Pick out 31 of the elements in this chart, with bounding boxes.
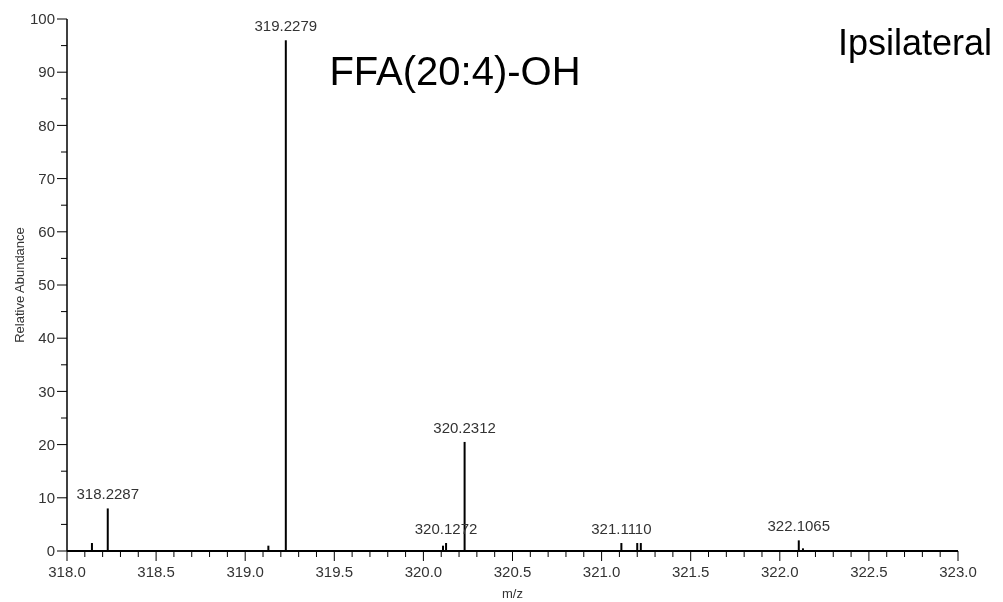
x-tick-label: 319.5 [315, 563, 354, 580]
y-tick-label: 100 [29, 10, 55, 28]
annotation: 322.1065 [767, 517, 831, 535]
y-tick-label: 90 [38, 63, 55, 81]
y-tick-label: 0 [46, 542, 55, 560]
annotation: 321.1110 [591, 520, 652, 538]
x-tick-label: 321.0 [582, 563, 621, 580]
annotation: 318.2287 [76, 485, 140, 503]
annotation: Ipsilateral [837, 22, 993, 63]
x-axis-title: m/z [502, 586, 523, 601]
x-tick-label: 319.0 [226, 563, 264, 580]
x-tick-label: 322.5 [850, 563, 888, 580]
y-tick-label: 70 [38, 169, 55, 187]
annotation: 320.2312 [433, 418, 496, 436]
y-tick-label: 50 [38, 276, 55, 294]
x-tick-label: 318.5 [137, 563, 175, 580]
y-axis-title: Relative Abundance [12, 227, 27, 343]
y-tick-label: 20 [38, 435, 55, 453]
x-tick-label: 320.0 [404, 563, 443, 580]
y-tick-label: 10 [38, 489, 55, 507]
y-tick-label: 30 [38, 382, 55, 400]
y-tick-label: 80 [38, 116, 55, 134]
y-tick-label: 40 [38, 329, 55, 347]
annotation: FFA(20:4)-OH [329, 49, 581, 93]
annotation: 319.2279 [254, 17, 318, 35]
x-tick-label: 323.0 [939, 563, 977, 580]
x-tick-label: 322.0 [761, 563, 799, 580]
x-tick-label: 321.5 [671, 563, 710, 580]
x-tick-label: 318.0 [48, 563, 86, 580]
x-tick-label: 320.5 [493, 563, 532, 580]
y-tick-label: 60 [38, 223, 55, 241]
